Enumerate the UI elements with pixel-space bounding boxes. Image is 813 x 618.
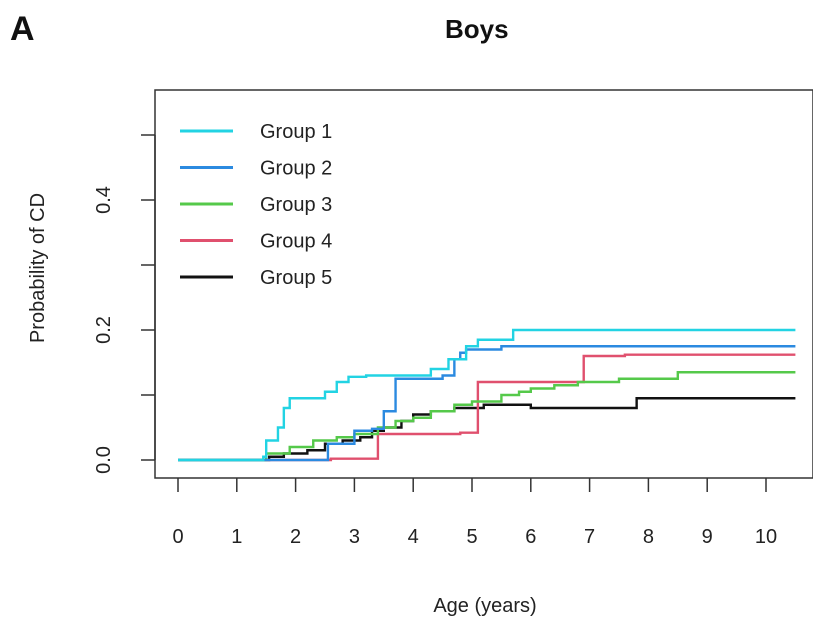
legend-label: Group 2 <box>260 158 332 180</box>
x-axis-title: Age (years) <box>433 595 536 617</box>
x-axis: 0 1 2 3 4 5 6 7 8 9 10 <box>172 478 777 548</box>
x-tick-label: 4 <box>408 526 419 548</box>
legend-label: Group 1 <box>260 121 332 143</box>
y-axis-title: Probability of CD <box>27 193 49 343</box>
x-tick-label: 7 <box>584 526 595 548</box>
x-tick-label: 5 <box>466 526 477 548</box>
x-tick-label: 2 <box>290 526 301 548</box>
panel-label: A <box>10 10 35 48</box>
series-line-group-1 <box>178 328 796 462</box>
x-tick-label: 0 <box>172 526 183 548</box>
x-tick-label: 3 <box>349 526 360 548</box>
x-tick-label: 6 <box>525 526 536 548</box>
y-axis: 0.0 0.2 0.4 <box>93 134 156 474</box>
series-line-group-5 <box>178 397 796 462</box>
plot-frame <box>154 89 813 479</box>
legend-label: Group 5 <box>260 267 332 289</box>
x-tick-label: 10 <box>755 526 777 548</box>
series-line-group-2 <box>178 345 796 462</box>
y-tick-label: 0.4 <box>93 186 115 214</box>
x-tick-label: 1 <box>231 526 242 548</box>
legend-label: Group 3 <box>260 194 332 216</box>
series-line-group-3 <box>178 371 796 462</box>
x-tick-label: 8 <box>643 526 654 548</box>
legend: Group 1 Group 2 Group 3 Group 4 Group 5 <box>180 121 332 289</box>
series-line-group-4 <box>178 353 796 462</box>
x-tick-label: 9 <box>702 526 713 548</box>
chart-title: Boys <box>445 14 509 44</box>
y-tick-label: 0.2 <box>93 316 115 344</box>
y-tick-label: 0.0 <box>93 446 115 474</box>
legend-label: Group 4 <box>260 231 332 253</box>
series-layer <box>178 328 796 462</box>
